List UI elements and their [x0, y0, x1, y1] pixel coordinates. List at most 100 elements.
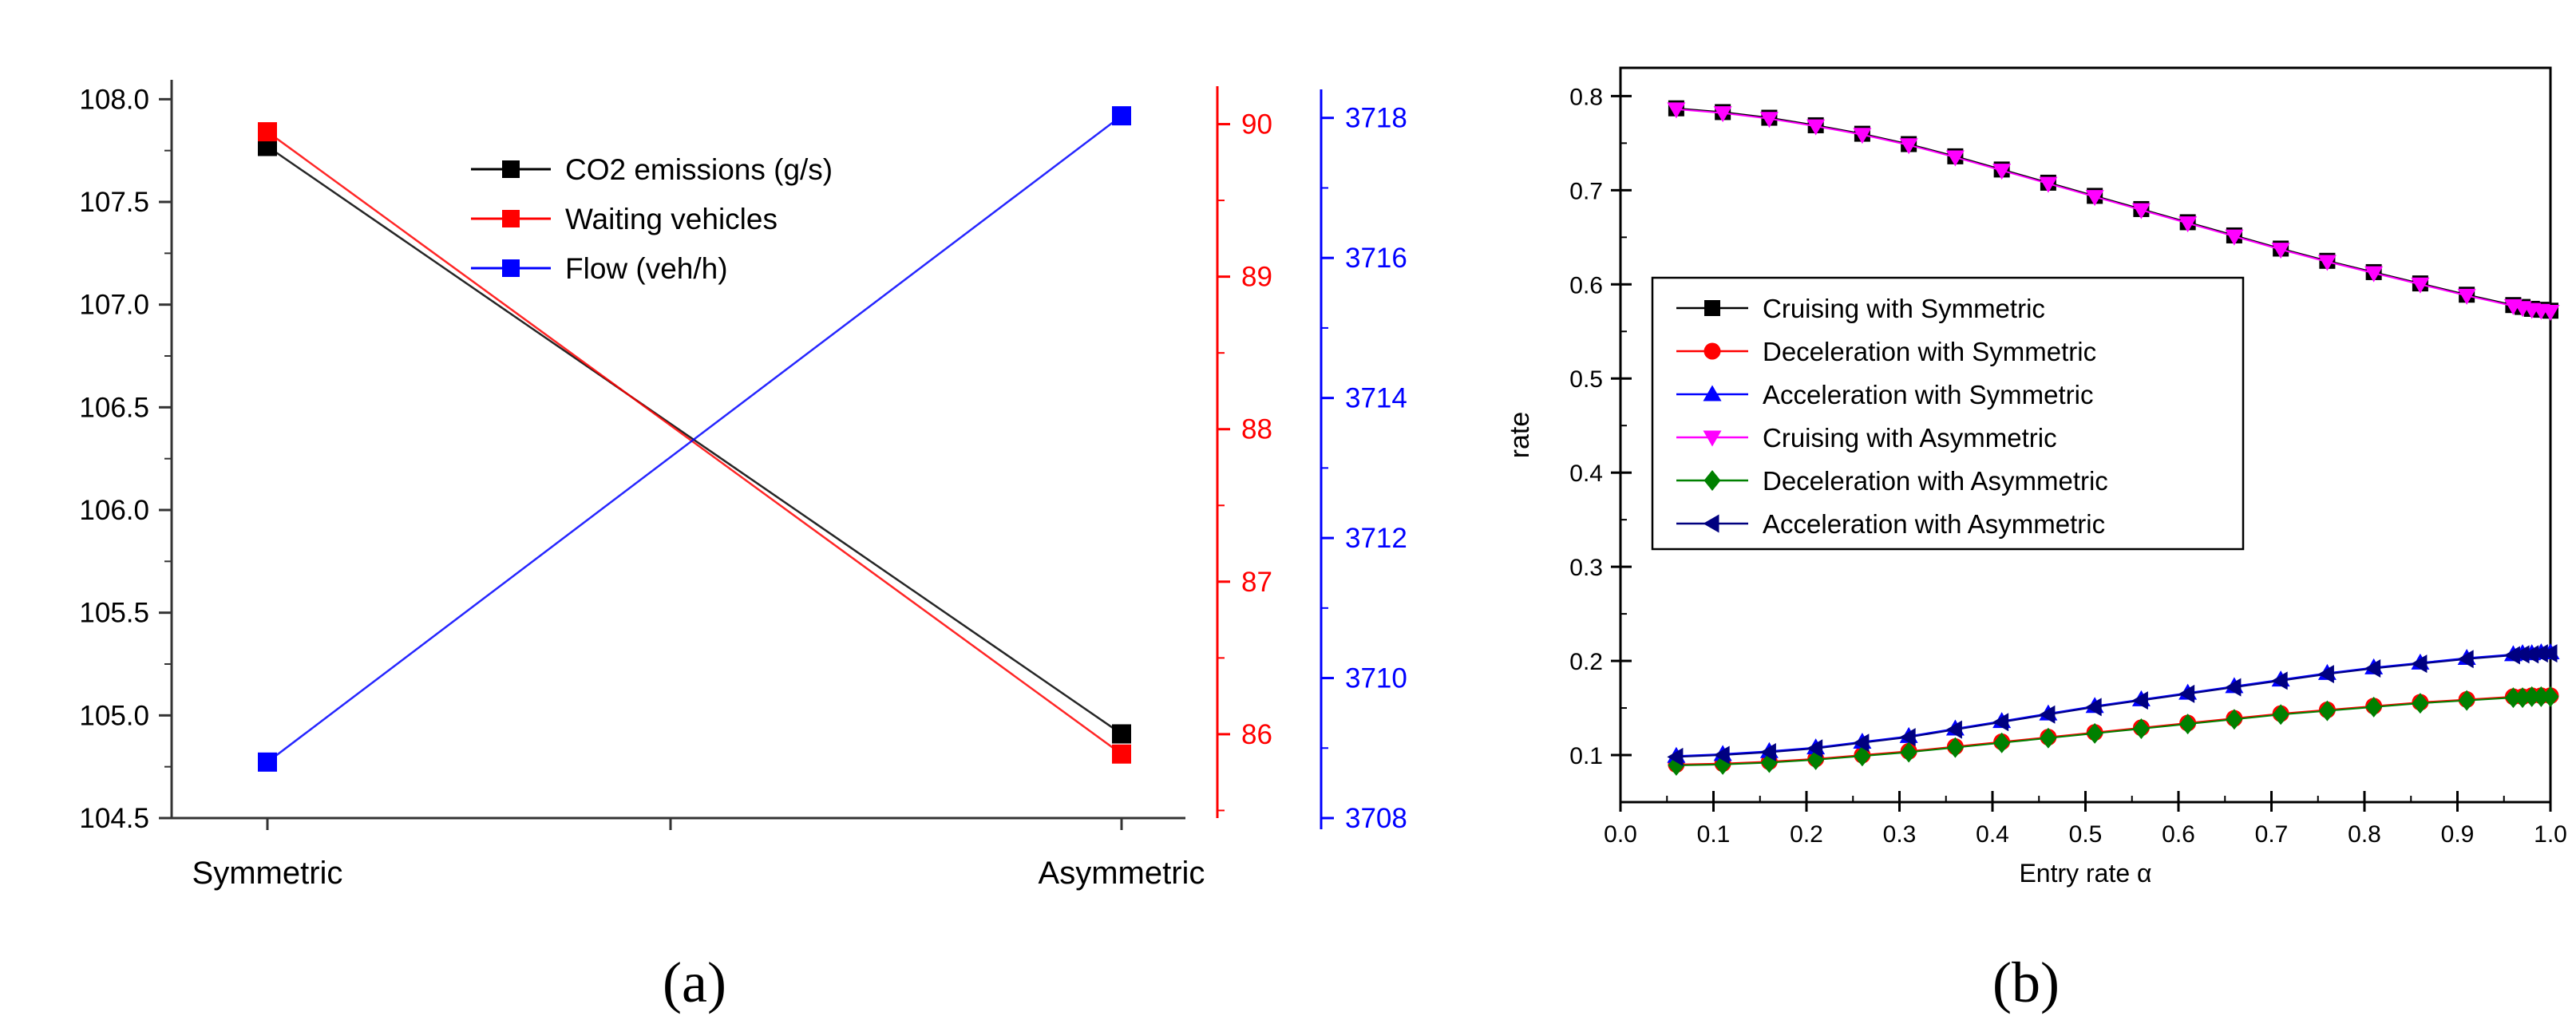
- data-point-6: [2457, 650, 2474, 669]
- data-point-6: [2411, 654, 2428, 674]
- data-point-3: [258, 752, 277, 772]
- legend-label: Waiting vehicles: [565, 203, 778, 235]
- data-point-6: [1899, 728, 1916, 747]
- x-tick-label: 0.3: [1883, 821, 1917, 848]
- data-point-4: [1713, 106, 1732, 123]
- data-point-6: [1806, 739, 1823, 758]
- data-point-5: [2040, 727, 2057, 749]
- data-point-4: [1667, 102, 1686, 119]
- data-point-4: [1853, 128, 1872, 144]
- legend-label: Acceleration with Symmetric: [1763, 380, 2093, 409]
- y-left-tick-label: 105.5: [79, 598, 149, 629]
- x-tick-label: 0.4: [1976, 821, 2009, 848]
- data-point-5: [2542, 686, 2559, 707]
- legend-marker: [1704, 300, 1720, 316]
- data-point-2: [1112, 744, 1131, 764]
- data-point-3: [1112, 106, 1131, 126]
- data-point-6: [2039, 705, 2056, 724]
- data-point-6: [1759, 742, 1776, 761]
- data-point-5: [1993, 732, 2011, 753]
- y-tick-label: 0.3: [1569, 555, 1603, 581]
- data-point-6: [2131, 691, 2148, 710]
- y-tick-label: 0.8: [1569, 84, 1603, 110]
- data-point-6: [2503, 646, 2520, 665]
- data-point-6: [2271, 671, 2288, 690]
- y-blue-tick-label: 3708: [1345, 803, 1407, 834]
- data-point-4: [1992, 164, 2012, 180]
- legend-marker: [502, 259, 520, 277]
- data-point-6: [1992, 713, 2009, 732]
- data-point-5: [2132, 718, 2150, 739]
- data-point-4: [1899, 138, 1918, 155]
- data-point-5: [2365, 696, 2383, 718]
- x-tick-label: 0.2: [1790, 821, 1823, 848]
- data-point-5: [1854, 745, 1871, 767]
- data-point-5: [1946, 737, 1964, 758]
- legend-label: Deceleration with Asymmetric: [1763, 466, 2108, 496]
- y-left-tick-label: 104.5: [79, 803, 149, 834]
- x-category-label: Symmetric: [192, 856, 343, 891]
- caption-b: (b): [1992, 951, 2060, 1014]
- x-tick-label: 0.0: [1604, 821, 1637, 848]
- series-line-3: [267, 115, 1122, 763]
- y-blue-tick-label: 3718: [1345, 103, 1407, 134]
- data-point-4: [2225, 229, 2244, 246]
- y-blue-tick-label: 3710: [1345, 663, 1407, 694]
- data-point-6: [2364, 659, 2381, 678]
- y-red-tick-label: 89: [1241, 262, 1272, 293]
- data-point-5: [2523, 686, 2541, 707]
- caption-a: (a): [663, 951, 726, 1014]
- data-point-6: [1713, 745, 1730, 765]
- data-point-4: [1945, 150, 1965, 167]
- data-point-6: [2513, 645, 2530, 664]
- data-point-6: [2317, 665, 2334, 684]
- data-point-5: [2504, 687, 2522, 709]
- x-tick-label: 0.7: [2255, 821, 2289, 848]
- data-point-6: [2523, 645, 2539, 664]
- y-tick-label: 0.7: [1569, 178, 1603, 204]
- data-point-6: [2178, 684, 2195, 703]
- data-point-5: [2226, 709, 2243, 730]
- data-point-6: [2225, 678, 2242, 697]
- data-point-6: [1853, 733, 1870, 753]
- legend-label: Cruising with Asymmetric: [1763, 423, 2057, 453]
- x-tick-label: 1.0: [2534, 821, 2567, 848]
- legend-box: [1651, 276, 2245, 551]
- data-point-4: [1806, 119, 1826, 136]
- legend-marker: [1703, 385, 1722, 401]
- data-point-4: [2039, 176, 2058, 193]
- data-point-5: [1900, 741, 1917, 763]
- legend-marker: [1703, 430, 1722, 447]
- y-tick-label: 0.5: [1569, 366, 1603, 393]
- y-tick-label: 0.2: [1569, 649, 1603, 675]
- data-point-6: [2085, 698, 2102, 717]
- data-point-6: [1945, 720, 1962, 739]
- data-point-5: [2318, 700, 2336, 722]
- y-blue-tick-label: 3712: [1345, 523, 1407, 554]
- y-tick-label: 0.1: [1569, 743, 1603, 769]
- y-axis-label: rate: [1505, 412, 1535, 459]
- data-point-5: [2179, 714, 2197, 735]
- x-tick-label: 0.5: [2069, 821, 2103, 848]
- data-point-6: [1667, 747, 1684, 766]
- series-line-2: [267, 131, 1122, 755]
- data-point-4: [2271, 243, 2290, 259]
- y-tick-label: 0.4: [1569, 461, 1603, 487]
- data-point-5: [2272, 704, 2289, 726]
- data-point-4: [2457, 288, 2476, 305]
- y-blue-tick-label: 3714: [1345, 383, 1407, 414]
- x-tick-label: 0.9: [2441, 821, 2475, 848]
- data-point-4: [2541, 304, 2560, 321]
- y-blue-tick-label: 3716: [1345, 243, 1407, 274]
- data-point-4: [2364, 266, 2384, 283]
- x-tick-label: 0.8: [2348, 821, 2381, 848]
- legend-marker: [502, 210, 520, 227]
- legend-label: Acceleration with Asymmetric: [1763, 509, 2105, 539]
- data-point-5: [2532, 686, 2550, 707]
- legend-marker: [1703, 470, 1721, 491]
- x-tick-label: 0.1: [1697, 821, 1731, 848]
- y-red-tick-label: 86: [1241, 719, 1272, 750]
- legend-marker: [1703, 514, 1719, 533]
- data-point-5: [2458, 690, 2475, 711]
